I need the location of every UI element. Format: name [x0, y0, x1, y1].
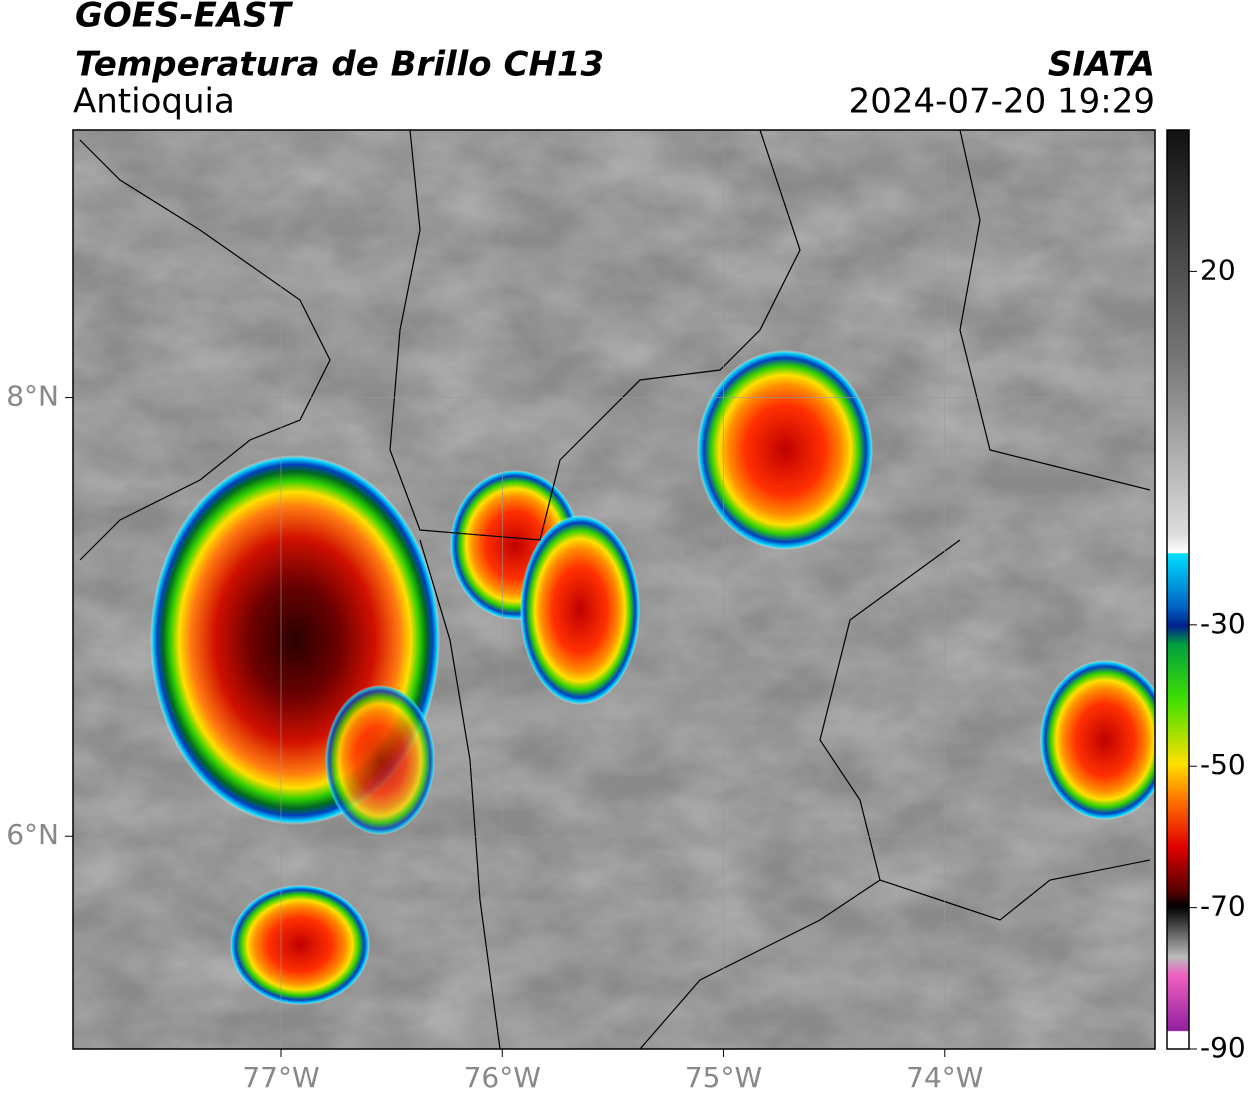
colorbar-tick-label: -90 — [1200, 1031, 1246, 1064]
datetime: 2024-07-20 19:29 — [849, 82, 1155, 122]
y-tick-label: 6°N — [6, 818, 59, 851]
product: Temperatura de Brillo CH13 — [75, 45, 604, 85]
region: Antioquia — [73, 82, 235, 122]
x-tick-label: 77°W — [242, 1061, 319, 1094]
agency: SIATA — [1048, 45, 1155, 85]
colorbar-tick-label: 20 — [1200, 253, 1236, 286]
map-frame — [72, 129, 1156, 1050]
map-image — [73, 130, 1155, 1049]
colorbar — [1166, 129, 1190, 1050]
x-tick-label: 76°W — [464, 1061, 541, 1094]
colorbar-tick-label: -70 — [1200, 890, 1246, 923]
x-tick-label: 75°W — [685, 1061, 762, 1094]
colorbar-tick-label: -50 — [1200, 748, 1246, 781]
y-tick-label: 8°N — [6, 380, 59, 413]
colorbar-tick-label: -30 — [1200, 607, 1246, 640]
x-tick-label: 74°W — [906, 1061, 983, 1094]
satellite: GOES-EAST — [75, 0, 294, 36]
